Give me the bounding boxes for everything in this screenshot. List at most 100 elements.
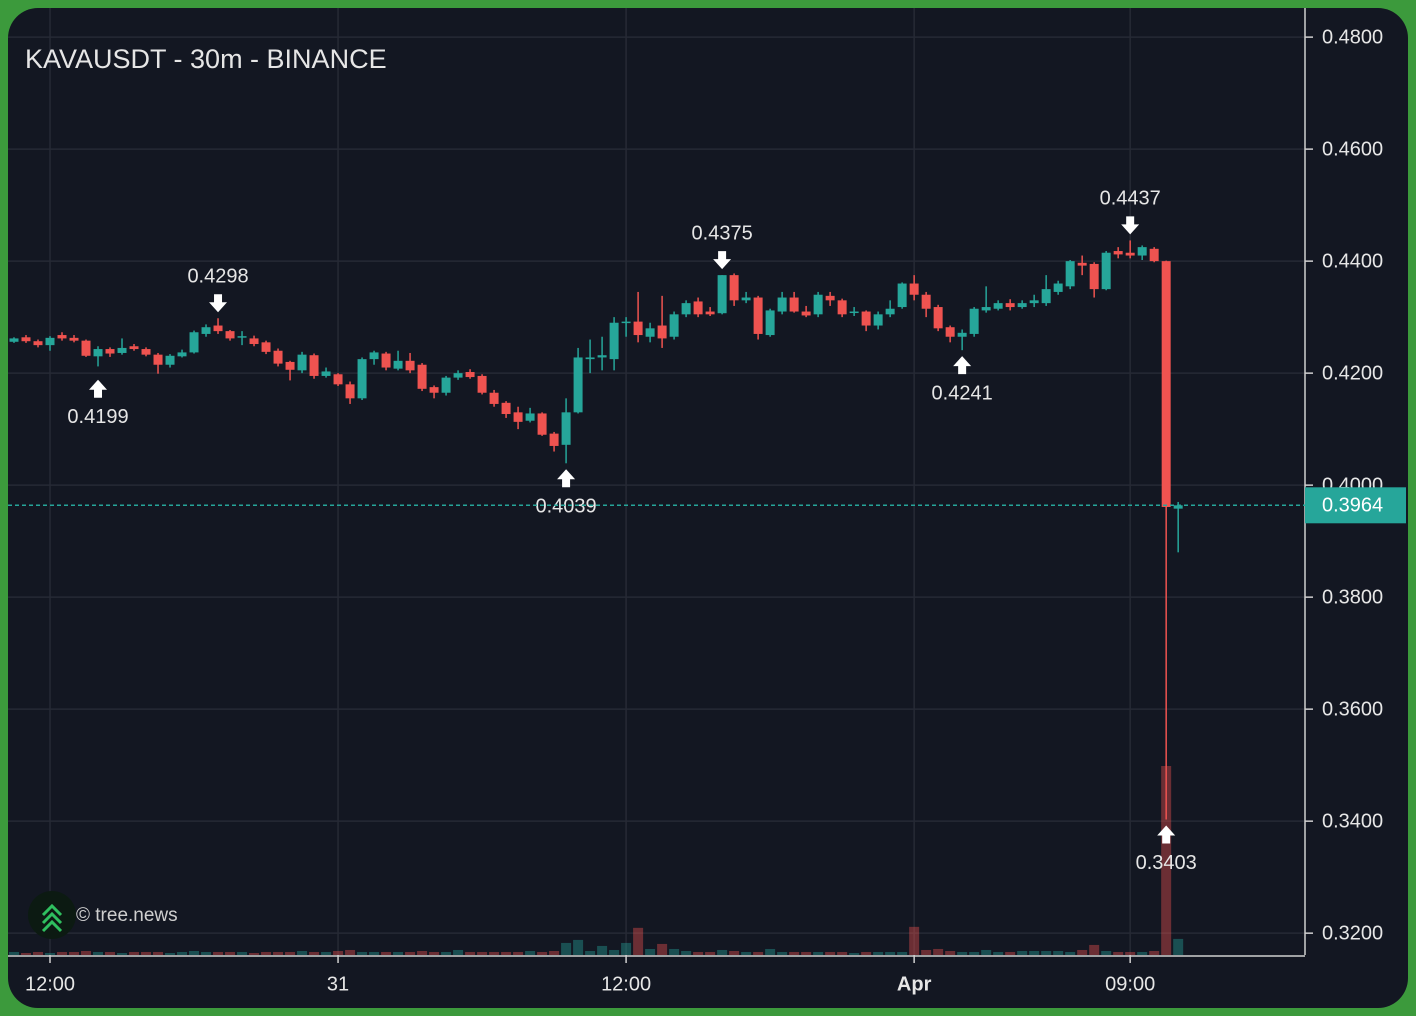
- candle-body: [93, 349, 103, 357]
- volume-bar: [585, 950, 596, 955]
- high-arrow: [209, 294, 228, 313]
- volume-bar: [777, 951, 788, 955]
- candle-body: [81, 340, 91, 356]
- high-arrow: [713, 251, 732, 270]
- candle-body: [321, 371, 331, 376]
- candle-body: [141, 349, 151, 355]
- candle-body: [1173, 505, 1183, 509]
- candle-body: [705, 311, 715, 315]
- candle-body: [333, 374, 343, 385]
- volume-bar: [801, 951, 812, 955]
- volume-bar: [609, 949, 620, 955]
- volume-bar: [69, 951, 80, 955]
- volume-bar: [1113, 951, 1124, 955]
- candle-body: [261, 342, 271, 352]
- volume-bar: [549, 950, 560, 955]
- volume-bar: [477, 951, 488, 955]
- volume-bar: [429, 951, 440, 955]
- x-tick-label: 12:00: [25, 973, 75, 995]
- candle-body: [537, 413, 547, 435]
- volume-bar: [453, 949, 464, 955]
- volume-bar: [1101, 950, 1112, 955]
- volume-bar: [945, 950, 956, 955]
- volume-bar: [9, 951, 20, 955]
- volume-bar: [657, 943, 668, 955]
- volume-bar: [1005, 951, 1016, 955]
- candle-body: [237, 336, 247, 338]
- y-tick-label: 0.4600: [1322, 138, 1383, 160]
- volume-bar: [513, 951, 524, 955]
- volume-bar: [381, 951, 392, 955]
- y-tick-label: 0.3200: [1322, 922, 1383, 944]
- candle-body: [1029, 300, 1039, 304]
- volume-bar: [369, 951, 380, 955]
- candle-body: [1161, 261, 1171, 507]
- y-tick-label: 0.3400: [1322, 810, 1383, 832]
- annotation-label: 0.4375: [692, 222, 753, 244]
- candle-body: [465, 372, 475, 378]
- volume-bar: [1029, 950, 1040, 955]
- candle-body: [1041, 289, 1051, 304]
- candle-body: [957, 332, 967, 337]
- volume-bar: [1161, 766, 1172, 955]
- candle-body: [45, 337, 55, 346]
- volume-bar: [1137, 951, 1148, 955]
- candle-body: [981, 307, 991, 311]
- volume-bar: [321, 951, 332, 955]
- candle-body: [873, 314, 883, 326]
- low-arrow: [89, 379, 108, 398]
- volume-bar: [93, 951, 104, 955]
- volume-bar: [645, 948, 656, 955]
- volume-bar: [573, 939, 584, 955]
- candle-body: [945, 327, 955, 337]
- volume-bar: [237, 951, 248, 955]
- volume-bar: [597, 945, 608, 955]
- candle-body: [105, 349, 115, 354]
- candle-body: [717, 275, 727, 314]
- volume-bar: [33, 951, 44, 955]
- volume-bar: [261, 951, 272, 955]
- candle-body: [849, 311, 859, 314]
- volume-bar: [225, 951, 236, 955]
- candle-body: [897, 283, 907, 308]
- volume-bar: [1017, 950, 1028, 955]
- volume-bar: [633, 927, 644, 955]
- candle-body: [249, 338, 259, 345]
- volume-bar: [141, 951, 152, 955]
- candle-body: [297, 354, 307, 371]
- volume-bar: [693, 951, 704, 955]
- low-arrow: [1157, 825, 1176, 844]
- candle-body: [741, 297, 751, 301]
- y-tick-label: 0.4800: [1322, 26, 1383, 48]
- volume-bar: [405, 951, 416, 955]
- volume-bar: [561, 942, 572, 955]
- volume-bar: [489, 951, 500, 955]
- volume-bar: [729, 950, 740, 955]
- volume-bar: [897, 951, 908, 955]
- candle-body: [357, 359, 367, 399]
- volume-bar: [669, 948, 680, 955]
- volume-bar: [1089, 944, 1100, 955]
- low-arrow: [953, 356, 972, 375]
- candle-body: [813, 294, 823, 315]
- candle-body: [33, 341, 43, 346]
- volume-bar: [345, 949, 356, 955]
- candle-body: [621, 321, 631, 324]
- volume-bar: [1125, 951, 1136, 955]
- volume-bar: [309, 951, 320, 955]
- candle-body: [645, 328, 655, 337]
- candle-body: [309, 355, 319, 376]
- candle-body: [693, 301, 703, 315]
- volume-bar: [621, 942, 632, 955]
- logo-icon: [41, 903, 63, 933]
- candle-body: [1077, 262, 1087, 266]
- candle-body: [369, 352, 379, 360]
- candle-body: [345, 384, 355, 399]
- candle-body: [525, 413, 535, 421]
- watermark: © tree.news: [76, 905, 178, 926]
- x-tick-label: 09:00: [1105, 973, 1155, 995]
- candle-body: [393, 360, 403, 369]
- candle-body: [69, 337, 79, 341]
- candle-body: [429, 387, 439, 393]
